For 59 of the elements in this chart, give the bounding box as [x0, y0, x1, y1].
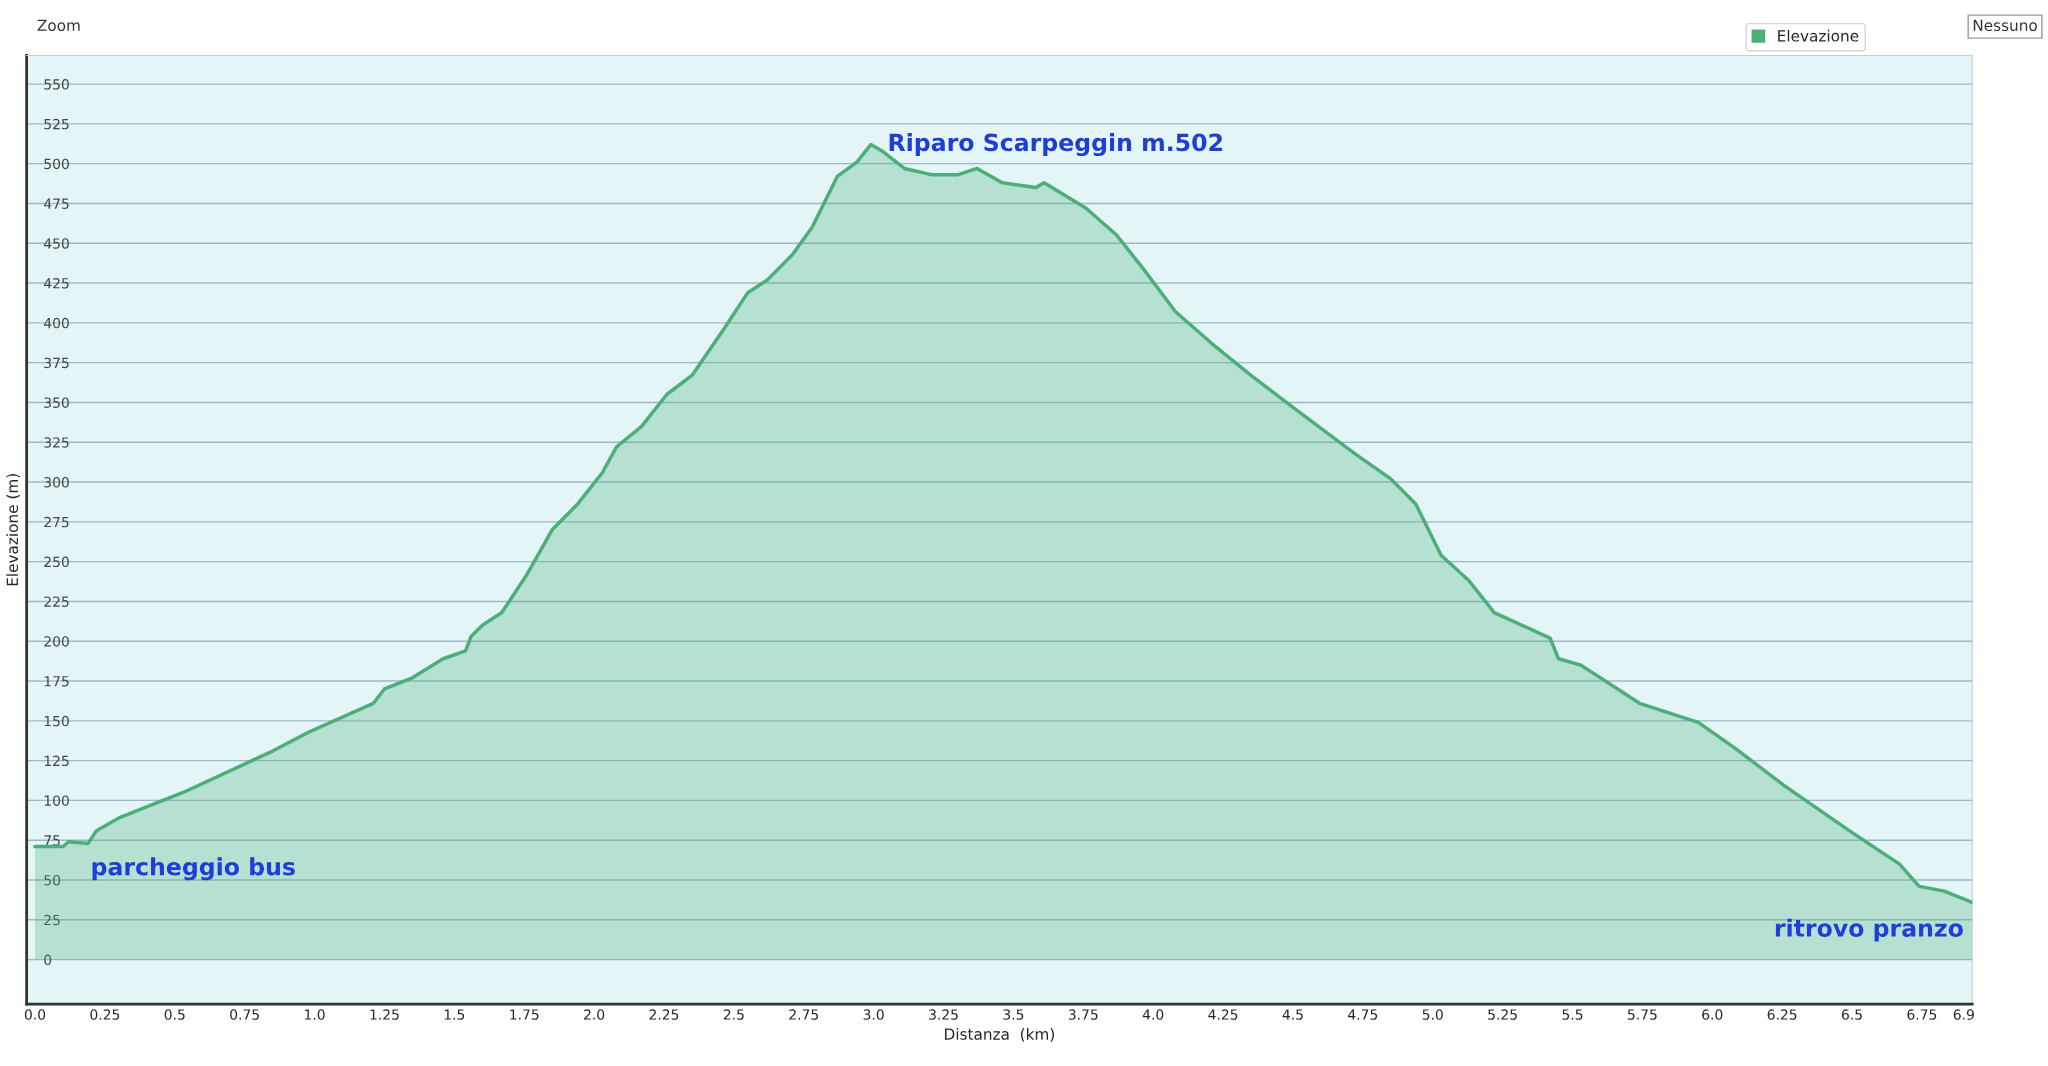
text: Nessuno: [1973, 19, 2037, 32]
y-axis-title: Elevazione (m): [6, 474, 20, 586]
text: Zoom: [37, 19, 80, 32]
y-tick-label: 525: [44, 118, 69, 130]
x-tick-label: 5.5: [1562, 1009, 1583, 1020]
x-tick-label: 6.25: [1767, 1009, 1797, 1020]
x-tick-label: 3.75: [1068, 1009, 1098, 1020]
y-tick-label: 250: [44, 556, 69, 568]
x-tick-label: 6.0: [1702, 1009, 1723, 1020]
x-tick-label: 2.5: [723, 1009, 744, 1020]
annotation: parcheggio bus: [92, 857, 295, 881]
x-tick-label: 2.75: [789, 1009, 818, 1020]
y-tick-label: 550: [44, 79, 69, 90]
x-tick-label: 5.0: [1422, 1009, 1443, 1020]
x-tick-label: 5.75: [1627, 1009, 1657, 1020]
x-tick-label: 6.75: [1907, 1009, 1937, 1020]
x-tick-label: 3.5: [1003, 1009, 1024, 1020]
x-tick-label: 1.0: [305, 1009, 325, 1020]
x-tick-label: 1.25: [370, 1009, 399, 1020]
y-tick-label: 50: [44, 874, 61, 886]
y-tick-label: 300: [44, 477, 69, 488]
x-tick-label: 5.25: [1488, 1009, 1517, 1020]
x-tick-label: 0.5: [164, 1009, 185, 1020]
x-tick-label: 2.25: [649, 1009, 679, 1020]
x-tick-label: 1.5: [444, 1009, 465, 1020]
y-tick-label: 450: [43, 238, 69, 249]
y-tick-label: 325: [44, 437, 69, 448]
x-tick-label: 4.25: [1208, 1009, 1238, 1020]
y-tick-label: 25: [44, 914, 60, 926]
x-tick-label: 3.0: [863, 1009, 884, 1020]
y-tick-label: 0: [44, 954, 52, 966]
x-tick-label: 0.75: [230, 1009, 259, 1020]
x-axis-title: Distanza (km): [945, 1028, 1054, 1042]
x-tick-label: 2.0: [584, 1009, 605, 1020]
y-tick-label: 150: [44, 715, 69, 727]
x-tick-label: 4.75: [1348, 1009, 1378, 1020]
x-tick-label: 4.5: [1282, 1009, 1303, 1020]
y-tick-label: 175: [44, 676, 69, 687]
y-tick-label: 100: [44, 795, 69, 806]
y-tick-label: 425: [43, 278, 69, 289]
legend-label: Elevazione: [1778, 29, 1859, 42]
y-tick-label: 225: [44, 596, 69, 607]
y-tick-label: 275: [44, 516, 69, 528]
x-tick-label: 0.0: [24, 1009, 46, 1020]
x-tick-label: 0.25: [90, 1009, 120, 1020]
x-tick-label: 6.5: [1841, 1009, 1862, 1020]
y-tick-label: 200: [44, 636, 69, 647]
x-tick-label: 1.75: [510, 1009, 539, 1020]
y-tick-label: 350: [44, 397, 69, 408]
x-tick-label: 6.9: [1953, 1009, 1974, 1020]
x-tick-label: 4.0: [1142, 1009, 1164, 1020]
y-tick-label: 125: [44, 755, 69, 767]
y-tick-label: 475: [43, 198, 69, 209]
y-tick-label: 500: [44, 158, 69, 170]
y-tick-label: 400: [43, 317, 69, 329]
annotation: Riparo Scarpeggin m.502: [889, 133, 1222, 157]
annotation: ritrovo pranzo: [1775, 918, 1963, 942]
y-tick-label: 375: [44, 357, 69, 369]
x-tick-label: 3.25: [929, 1009, 958, 1020]
